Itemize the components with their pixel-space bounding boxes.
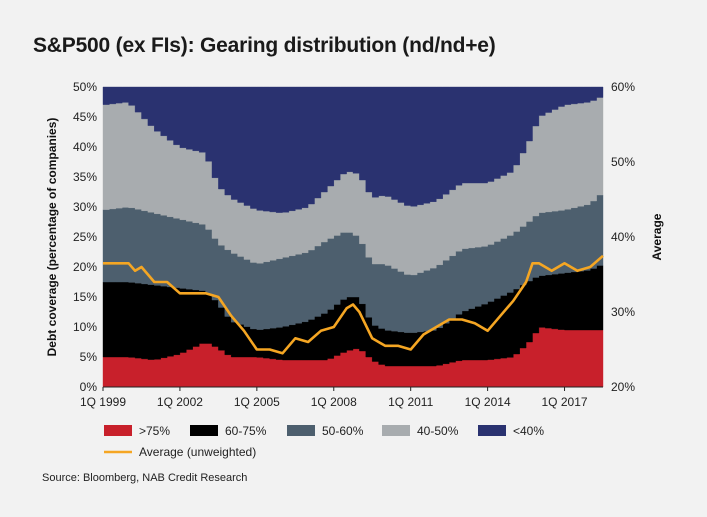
- legend: >75% 60-75% 50-60% 40-50% <40% Average (unwei…: [104, 424, 544, 459]
- area-series-lt40: [102, 86, 604, 213]
- average-line-group: [103, 254, 604, 355]
- legend-label: 60-75%: [225, 424, 267, 438]
- y2-tick-label: 30%: [611, 305, 635, 319]
- legend-label: 50-60%: [322, 424, 364, 438]
- legend-label: Average (unweighted): [139, 445, 256, 459]
- y-tick-label: 15%: [73, 290, 97, 304]
- x-tick-label: 1Q 1999: [80, 395, 126, 409]
- average-line: [103, 254, 604, 355]
- axes: 0% 5% 10% 15% 20% 25% 30% 35% 40% 45% 50% 20% 30% 40%…: [73, 80, 635, 409]
- y-tick-label: 0%: [80, 380, 98, 394]
- legend-label: 40-50%: [417, 424, 459, 438]
- y2-tick-label: 50%: [611, 155, 635, 169]
- y2-tick-label: 20%: [611, 380, 635, 394]
- source-note: Source: Bloomberg, NAB Credit Research: [42, 472, 248, 484]
- y2-axis-label: Average: [650, 213, 664, 260]
- y-tick-label: 25%: [73, 230, 97, 244]
- y-axis-label: Debt coverage (percentage of companies): [45, 118, 59, 357]
- legend-label: >75%: [139, 424, 170, 438]
- chart-title: S&P500 (ex FIs): Gearing distribution (n…: [33, 34, 496, 57]
- y-tick-label: 30%: [73, 200, 97, 214]
- y-tick-label: 35%: [73, 170, 97, 184]
- x-tick-label: 1Q 2014: [465, 395, 511, 409]
- legend-swatch-p40_50: [382, 425, 410, 436]
- y-tick-label: 5%: [80, 350, 98, 364]
- legend-swatch-gt75: [104, 425, 132, 436]
- legend-swatch-lt40: [478, 425, 506, 436]
- y-tick-label: 50%: [73, 80, 97, 94]
- stacked-areas: [102, 86, 604, 388]
- legend-swatch-p50_60: [287, 425, 315, 436]
- x-tick-label: 1Q 2005: [234, 395, 280, 409]
- x-tick-label: 1Q 2002: [157, 395, 203, 409]
- x-tick-label: 1Q 2011: [388, 395, 433, 409]
- y-tick-label: 45%: [73, 110, 97, 124]
- y2-tick-label: 40%: [611, 230, 635, 244]
- y-tick-label: 40%: [73, 140, 97, 154]
- y-tick-label: 10%: [73, 320, 97, 334]
- x-tick-label: 1Q 2017: [542, 395, 588, 409]
- y2-tick-label: 60%: [611, 80, 635, 94]
- x-tick-label: 1Q 2008: [311, 395, 357, 409]
- legend-label: <40%: [513, 424, 544, 438]
- y-tick-label: 20%: [73, 260, 97, 274]
- legend-swatch-p60_75: [190, 425, 218, 436]
